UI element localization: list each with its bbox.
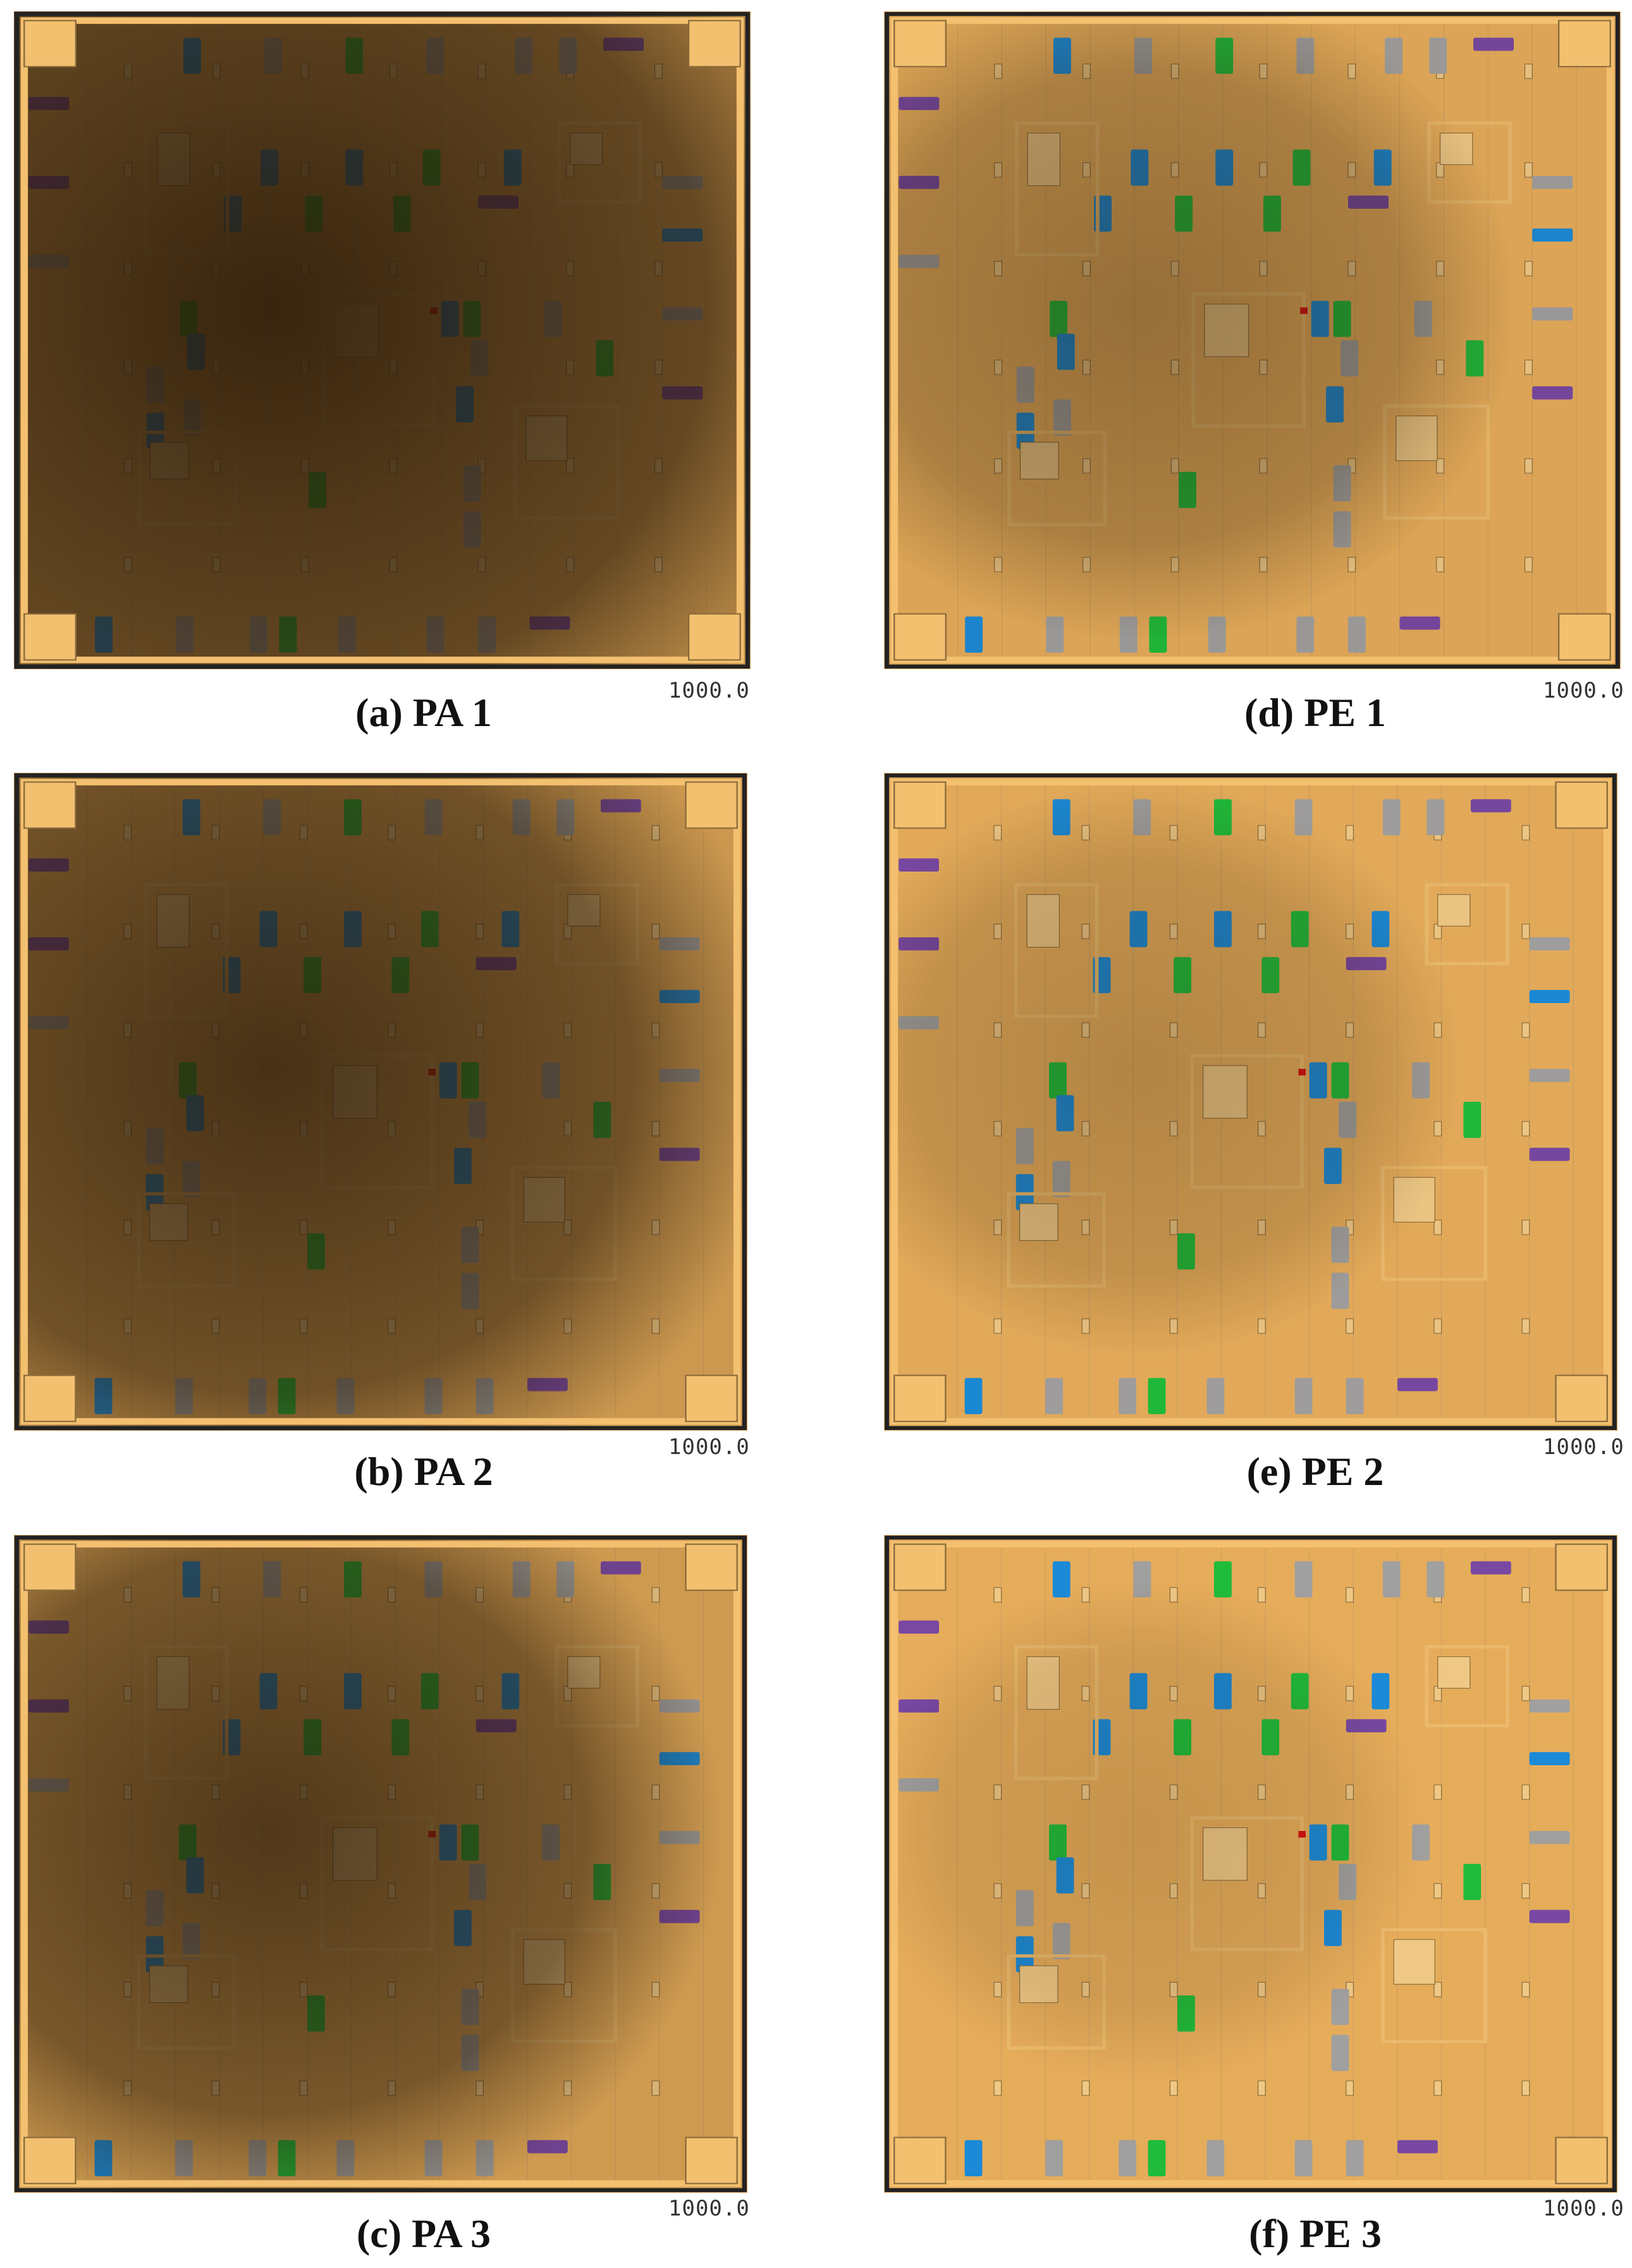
caption-pe3: (f) PE 3 bbox=[1249, 2211, 1382, 2256]
smoke-floorplan bbox=[884, 11, 1621, 669]
caption-pa1: (a) PA 1 bbox=[355, 690, 492, 735]
time-stamp: 1000.0 bbox=[668, 678, 750, 703]
panel-pa1 bbox=[14, 11, 751, 669]
caption-pa2: (b) PA 2 bbox=[354, 1449, 493, 1494]
panel-pe2 bbox=[884, 773, 1617, 1431]
time-stamp: 1000.0 bbox=[1543, 2196, 1624, 2221]
panel-pe3 bbox=[884, 1535, 1617, 2193]
time-stamp: 1000.0 bbox=[668, 1434, 750, 1460]
time-stamp: 1000.0 bbox=[1543, 1434, 1624, 1460]
time-stamp: 1000.0 bbox=[1543, 678, 1624, 703]
smoke-floorplan bbox=[14, 773, 747, 1431]
caption-pe1: (d) PE 1 bbox=[1244, 690, 1386, 735]
panel-pa3 bbox=[14, 1535, 747, 2193]
panel-pe1 bbox=[884, 11, 1621, 669]
smoke-floorplan bbox=[884, 1535, 1617, 2193]
smoke-floorplan bbox=[884, 773, 1617, 1431]
time-stamp: 1000.0 bbox=[668, 2196, 750, 2221]
caption-pa3: (c) PA 3 bbox=[356, 2211, 491, 2256]
caption-pe2: (e) PE 2 bbox=[1246, 1449, 1384, 1494]
panel-pa2 bbox=[14, 773, 747, 1431]
smoke-floorplan bbox=[14, 11, 751, 669]
smoke-floorplan bbox=[14, 1535, 747, 2193]
